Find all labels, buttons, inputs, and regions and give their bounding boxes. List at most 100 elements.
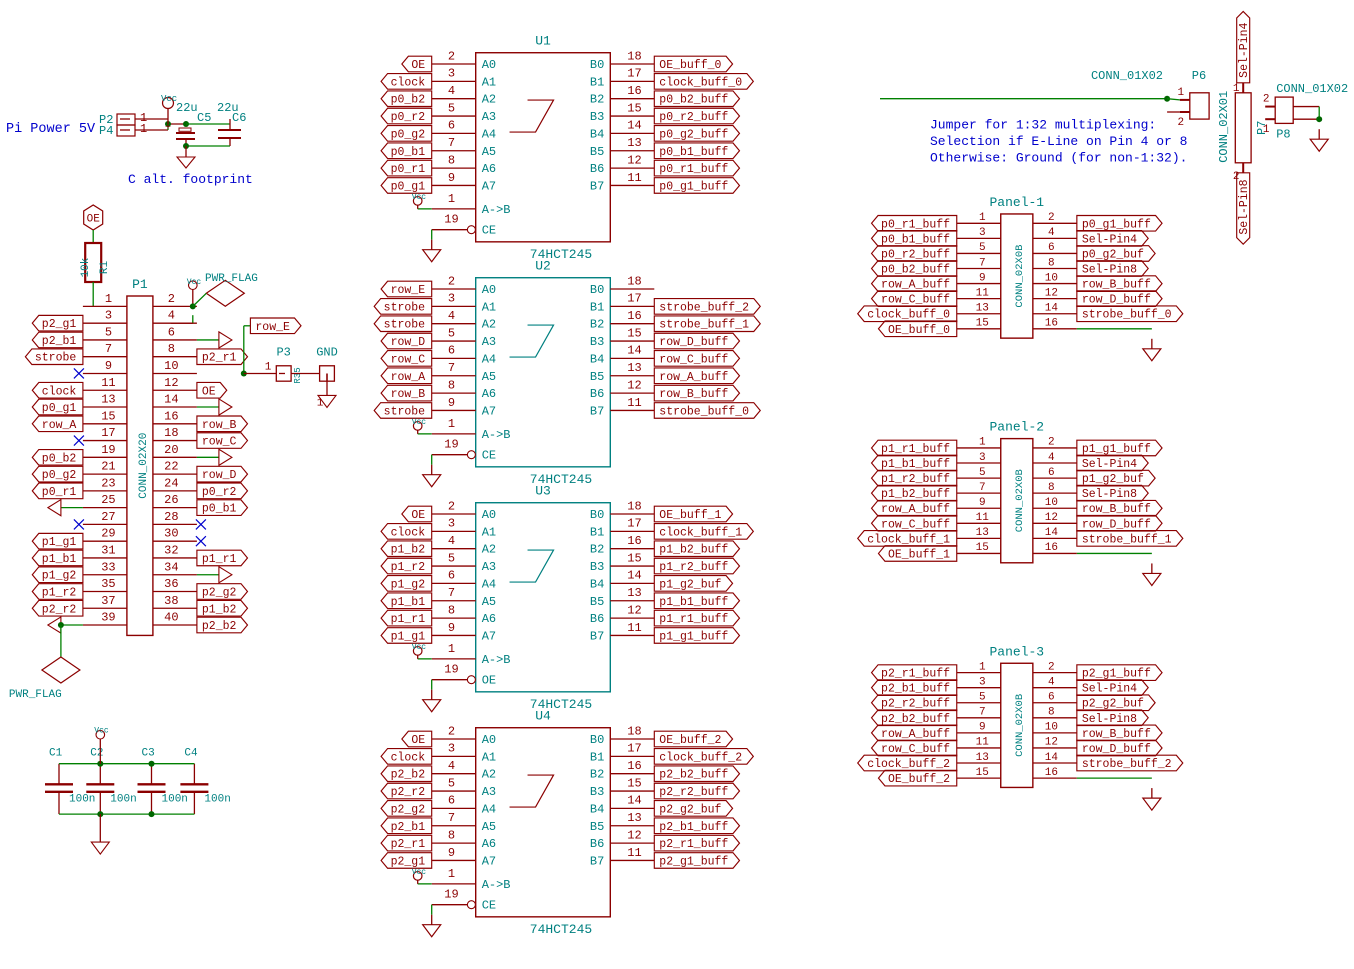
- svg-text:15: 15: [976, 318, 989, 330]
- svg-text:6: 6: [1048, 692, 1055, 704]
- svg-text:p0_r2_buff: p0_r2_buff: [881, 248, 950, 261]
- svg-text:1: 1: [140, 122, 147, 136]
- svg-text:C1: C1: [49, 748, 63, 760]
- svg-text:row_C_buff: row_C_buff: [881, 294, 950, 307]
- svg-text:9: 9: [448, 171, 455, 185]
- svg-text:11: 11: [627, 846, 641, 860]
- svg-text:p1_g2: p1_g2: [42, 570, 77, 583]
- svg-text:p2_b2_buff: p2_b2_buff: [659, 769, 728, 782]
- svg-text:Vcc: Vcc: [187, 278, 202, 287]
- svg-text:3: 3: [448, 67, 455, 81]
- svg-text:2: 2: [1177, 117, 1184, 129]
- svg-text:p0_g2: p0_g2: [391, 128, 426, 141]
- svg-text:B6: B6: [590, 837, 604, 851]
- svg-text:p2_b2_buff: p2_b2_buff: [881, 713, 950, 726]
- svg-text:6: 6: [1048, 467, 1055, 479]
- svg-text:strobe_buff_1: strobe_buff_1: [659, 319, 749, 332]
- svg-text:18: 18: [627, 724, 641, 738]
- svg-text:p1_b2_buff: p1_b2_buff: [881, 488, 950, 501]
- svg-text:p0_b1: p0_b1: [202, 503, 237, 516]
- svg-text:7: 7: [448, 361, 455, 375]
- svg-text:row_A_buff: row_A_buff: [659, 371, 728, 384]
- svg-text:25: 25: [101, 493, 115, 507]
- svg-text:9: 9: [979, 497, 986, 509]
- svg-text:p1_r2_buff: p1_r2_buff: [881, 473, 950, 486]
- svg-text:B1: B1: [590, 75, 604, 89]
- svg-text:13: 13: [976, 302, 989, 314]
- svg-text:6: 6: [448, 569, 455, 583]
- svg-text:11: 11: [976, 287, 990, 299]
- svg-text:B3: B3: [590, 785, 604, 799]
- svg-text:1: 1: [979, 212, 986, 224]
- svg-text:7: 7: [979, 257, 986, 269]
- svg-text:p1_b1_buff: p1_b1_buff: [881, 458, 950, 471]
- svg-text:1: 1: [448, 417, 455, 431]
- svg-text:Vcc: Vcc: [412, 643, 427, 652]
- svg-text:p2_g1_buff: p2_g1_buff: [659, 855, 728, 868]
- svg-text:A1: A1: [482, 525, 496, 539]
- svg-text:row_C: row_C: [391, 353, 426, 366]
- svg-text:p1_g2_buf: p1_g2_buf: [1082, 473, 1144, 486]
- svg-text:A->B: A->B: [482, 428, 511, 442]
- svg-text:C4: C4: [184, 748, 198, 760]
- svg-text:p2_r1: p2_r1: [391, 838, 426, 851]
- svg-text:R35: R35: [293, 367, 303, 383]
- svg-text:2: 2: [448, 274, 455, 288]
- svg-text:row_A_buff: row_A_buff: [881, 279, 950, 292]
- svg-text:10: 10: [1045, 722, 1058, 734]
- svg-text:p0_r1_buff: p0_r1_buff: [659, 163, 728, 176]
- svg-text:B2: B2: [590, 93, 604, 107]
- svg-text:40: 40: [164, 611, 178, 625]
- svg-text:9: 9: [105, 359, 112, 373]
- svg-text:4: 4: [168, 309, 175, 323]
- svg-text:A5: A5: [482, 370, 496, 384]
- svg-text:clock: clock: [391, 526, 426, 539]
- svg-text:37: 37: [101, 594, 115, 608]
- svg-text:Sel-Pin4: Sel-Pin4: [1082, 683, 1137, 696]
- svg-text:p1_r2_buff: p1_r2_buff: [659, 561, 728, 574]
- svg-text:CE: CE: [482, 449, 496, 463]
- svg-text:CE: CE: [482, 899, 496, 913]
- svg-text:A4: A4: [482, 127, 496, 141]
- svg-text:13: 13: [976, 527, 989, 539]
- svg-text:clock: clock: [42, 385, 77, 398]
- svg-text:15: 15: [976, 542, 989, 554]
- svg-text:7: 7: [105, 342, 112, 356]
- svg-text:12: 12: [1045, 512, 1058, 524]
- svg-text:12: 12: [1045, 287, 1058, 299]
- svg-text:row_D: row_D: [202, 469, 237, 482]
- svg-text:9: 9: [448, 396, 455, 410]
- svg-text:OE: OE: [411, 59, 425, 72]
- svg-text:p1_g1_buff: p1_g1_buff: [659, 630, 728, 643]
- svg-text:A5: A5: [482, 595, 496, 609]
- svg-text:clock_buff_0: clock_buff_0: [867, 309, 950, 322]
- svg-text:C5: C5: [197, 111, 211, 125]
- svg-text:p1_g2: p1_g2: [391, 578, 426, 591]
- svg-text:A5: A5: [482, 145, 496, 159]
- svg-text:B0: B0: [590, 733, 604, 747]
- svg-text:18: 18: [627, 274, 641, 288]
- svg-text:18: 18: [627, 49, 641, 63]
- svg-text:5: 5: [448, 551, 455, 565]
- svg-text:p1_b2_buff: p1_b2_buff: [659, 544, 728, 557]
- svg-text:p0_g1_buff: p0_g1_buff: [659, 180, 728, 193]
- svg-text:17: 17: [101, 426, 115, 440]
- svg-text:12: 12: [627, 378, 641, 392]
- svg-text:12: 12: [1045, 737, 1058, 749]
- svg-text:p1_b2: p1_b2: [391, 544, 426, 557]
- svg-text:row_D_buff: row_D_buff: [659, 336, 728, 349]
- svg-text:5: 5: [979, 467, 986, 479]
- svg-text:row_C: row_C: [202, 436, 237, 449]
- svg-text:A0: A0: [482, 733, 496, 747]
- svg-text:U2: U2: [535, 259, 551, 274]
- svg-text:clock_buff_2: clock_buff_2: [659, 751, 742, 764]
- svg-text:B6: B6: [590, 162, 604, 176]
- svg-text:OE: OE: [411, 734, 425, 747]
- svg-text:8: 8: [448, 603, 455, 617]
- svg-text:11: 11: [976, 512, 990, 524]
- svg-text:10: 10: [164, 359, 178, 373]
- svg-text:Jumper for 1:32 multiplexing:: Jumper for 1:32 multiplexing:: [930, 118, 1156, 133]
- svg-text:OE: OE: [411, 509, 425, 522]
- svg-text:p2_r2: p2_r2: [391, 786, 426, 799]
- svg-text:28: 28: [164, 510, 178, 524]
